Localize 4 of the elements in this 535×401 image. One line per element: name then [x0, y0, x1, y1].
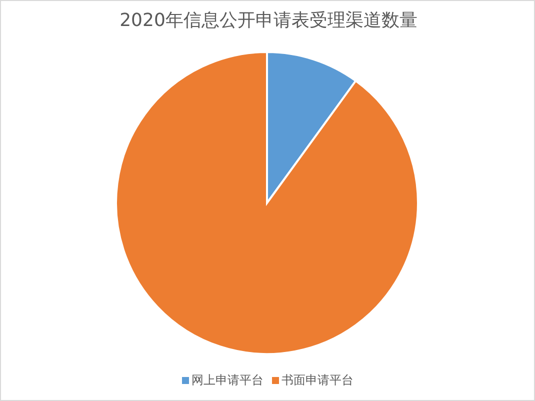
- legend-label: 书面申请平台: [282, 372, 354, 389]
- legend-label: 网上申请平台: [192, 372, 264, 389]
- pie-slice: [115, 51, 419, 355]
- chart-title: 2020年信息公开申请表受理渠道数量: [118, 9, 418, 33]
